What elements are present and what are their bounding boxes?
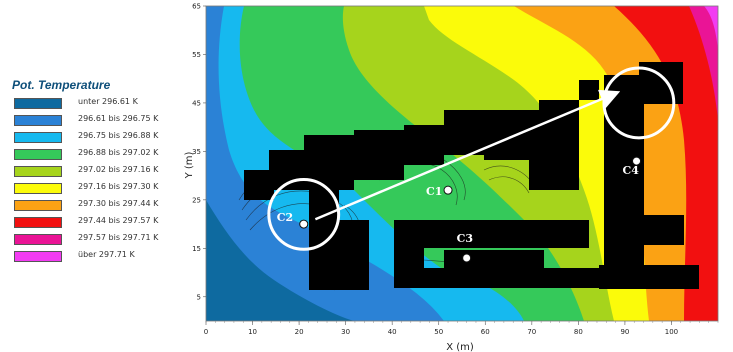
legend-label: 297.57 bis 297.71 K <box>78 233 159 242</box>
legend-label: unter 296.61 K <box>78 97 138 106</box>
x-tick-label: 20 <box>295 328 304 336</box>
legend-label: 297.02 bis 297.16 K <box>78 165 159 174</box>
legend-swatch <box>14 217 62 228</box>
legend-swatch <box>14 200 62 211</box>
x-tick-label: 50 <box>434 328 443 336</box>
y-axis-label: Y (m) <box>184 151 195 179</box>
markers: C1 C2 C3 C4 <box>277 156 642 263</box>
x-tick-label: 60 <box>481 328 490 336</box>
y-tick-label: 65 <box>192 3 201 11</box>
legend-swatch <box>14 234 62 245</box>
x-tick-label: 40 <box>388 328 397 336</box>
x-tick-label: 80 <box>574 328 583 336</box>
legend-swatch <box>14 98 62 109</box>
marker-point <box>299 219 309 229</box>
y-tick-label: 5 <box>197 293 201 301</box>
y-tick-label: 25 <box>192 196 201 204</box>
legend-title: Pot. Temperature <box>12 78 111 92</box>
plot-frame <box>205 5 719 322</box>
x-axis-label: X (m) <box>446 342 474 352</box>
legend-label: 296.75 bis 296.88 K <box>78 131 159 140</box>
highlight-circle <box>267 177 341 251</box>
legend-panel: Pot. Temperature unter 296.61 K 296.61 bi… <box>0 0 200 352</box>
temperature-map: C1 C2 C3 C4 0 10 20 30 40 50 60 70 80 90 100 5 15 25 35 4… <box>184 3 719 352</box>
legend-swatch <box>14 132 62 143</box>
x-tick-label: 0 <box>204 328 208 336</box>
legend-swatch <box>14 149 62 160</box>
marker-label: C3 <box>457 232 473 245</box>
marker-point <box>443 185 453 195</box>
y-tick-label: 15 <box>192 245 201 253</box>
marker-point <box>462 253 472 263</box>
y-tick-label: 45 <box>192 99 201 107</box>
legend-swatch <box>14 251 62 262</box>
y-tick-label: 55 <box>192 51 201 59</box>
x-tick-label: 10 <box>248 328 257 336</box>
flow-arrow-line <box>314 89 621 221</box>
legend-label: über 297.71 K <box>78 250 135 259</box>
marker-label: C4 <box>623 164 640 177</box>
legend-swatch <box>14 166 62 177</box>
flow-arrow <box>314 89 621 221</box>
buildings <box>244 62 699 290</box>
x-tick-label: 70 <box>527 328 536 336</box>
x-tick-label: 100 <box>665 328 678 336</box>
legend-label: 297.16 bis 297.30 K <box>78 182 159 191</box>
marker-point <box>632 156 642 166</box>
legend-label: 297.44 bis 297.57 K <box>78 216 159 225</box>
legend-label: 297.30 bis 297.44 K <box>78 199 159 208</box>
marker-label: C1 <box>426 185 442 198</box>
marker-label: C2 <box>277 211 293 224</box>
y-axis-ticks: 5 15 25 35 45 55 65 <box>192 3 206 301</box>
legend-swatch <box>14 183 62 194</box>
legend-label: 296.61 bis 296.75 K <box>78 114 159 123</box>
x-axis-ticks: 0 10 20 30 40 50 60 70 80 90 100 <box>204 321 719 336</box>
legend-label: 296.88 bis 297.02 K <box>78 148 159 157</box>
y-tick-label: 35 <box>192 148 201 156</box>
x-tick-label: 30 <box>341 328 350 336</box>
x-tick-label: 90 <box>620 328 629 336</box>
legend-swatch <box>14 115 62 126</box>
